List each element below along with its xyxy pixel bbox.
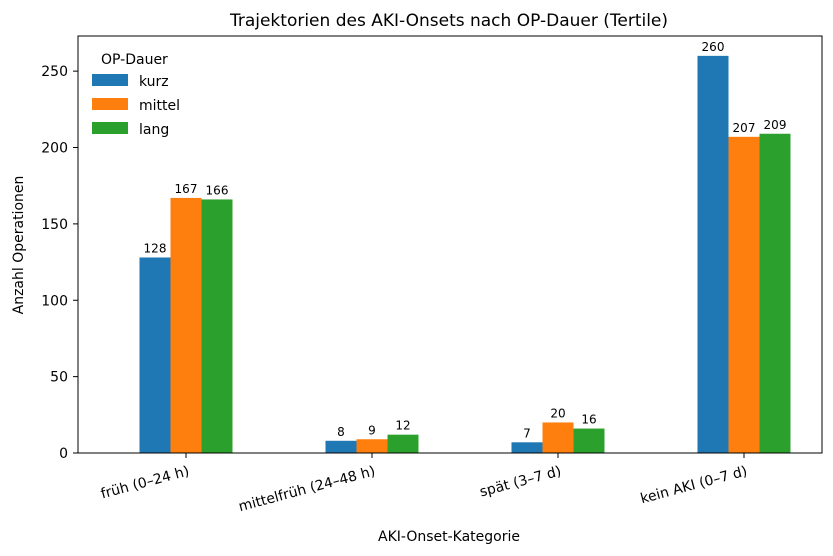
y-axis-label: Anzahl Operationen bbox=[11, 176, 27, 315]
bar-lang-0 bbox=[201, 199, 233, 453]
y-tick-label: 50 bbox=[50, 370, 68, 386]
data-label-lang-1: 12 bbox=[395, 419, 410, 433]
bar-kurz-2 bbox=[511, 442, 543, 453]
x-axis: früh (0–24 h) mittelfrüh (24–48 h) spät (3… bbox=[99, 453, 749, 515]
bar-lang-2 bbox=[573, 428, 605, 453]
bar-mittel-3 bbox=[728, 136, 760, 454]
y-tick-label: 250 bbox=[41, 64, 68, 80]
bar-mittel-0 bbox=[170, 197, 202, 453]
legend-swatch-kurz bbox=[92, 74, 128, 86]
y-tick-label: 0 bbox=[59, 446, 68, 462]
legend-swatch-mittel bbox=[92, 98, 128, 110]
data-labels-layer: 128 8 7 260 167 9 20 207 166 12 16 209 bbox=[144, 40, 787, 440]
data-label-kurz-1: 8 bbox=[337, 425, 345, 439]
bar-kurz-3 bbox=[697, 55, 729, 453]
legend-label-lang: lang bbox=[139, 122, 169, 138]
bar-mittel-2 bbox=[542, 422, 574, 453]
x-tick-label: kein AKI (0–7 d) bbox=[639, 463, 749, 507]
x-tick-label: mittelfrüh (24–48 h) bbox=[237, 463, 377, 515]
chart-title: Trajektorien des AKI-Onsets nach OP-Daue… bbox=[229, 11, 668, 31]
y-tick-label: 200 bbox=[41, 141, 68, 157]
bar-mittel-1 bbox=[356, 439, 388, 453]
legend-label-mittel: mittel bbox=[139, 98, 180, 114]
x-tick-label: früh (0–24 h) bbox=[99, 463, 191, 502]
bar-lang-1 bbox=[387, 434, 419, 453]
bars-layer bbox=[139, 55, 791, 454]
bar-lang-3 bbox=[759, 133, 791, 453]
legend-swatch-lang bbox=[92, 122, 128, 134]
legend-title: OP-Dauer bbox=[101, 52, 168, 68]
plot-area-frame bbox=[77, 35, 823, 454]
y-tick-label: 150 bbox=[41, 217, 68, 233]
legend-label-kurz: kurz bbox=[139, 74, 169, 90]
x-axis-label: AKI-Onset-Kategorie bbox=[378, 529, 520, 545]
data-label-kurz-2: 7 bbox=[523, 426, 531, 440]
data-label-kurz-3: 260 bbox=[702, 40, 725, 54]
y-tick-label: 100 bbox=[41, 293, 68, 309]
data-label-lang-3: 209 bbox=[764, 118, 787, 132]
data-label-mittel-2: 20 bbox=[550, 406, 565, 420]
data-label-mittel-3: 207 bbox=[733, 121, 756, 135]
bar-kurz-1 bbox=[325, 440, 357, 453]
bar-kurz-0 bbox=[139, 257, 171, 453]
data-label-lang-0: 166 bbox=[206, 183, 229, 197]
data-label-kurz-0: 128 bbox=[144, 241, 167, 255]
data-label-mittel-0: 167 bbox=[175, 182, 198, 196]
y-axis: 0 50 100 150 200 250 bbox=[41, 64, 78, 462]
data-label-lang-2: 16 bbox=[581, 413, 596, 427]
data-label-mittel-1: 9 bbox=[368, 423, 376, 437]
x-tick-label: spät (3–7 d) bbox=[478, 463, 563, 500]
legend-items: kurz mittel lang bbox=[92, 74, 180, 138]
legend: OP-Dauer kurz mittel lang bbox=[92, 52, 180, 138]
